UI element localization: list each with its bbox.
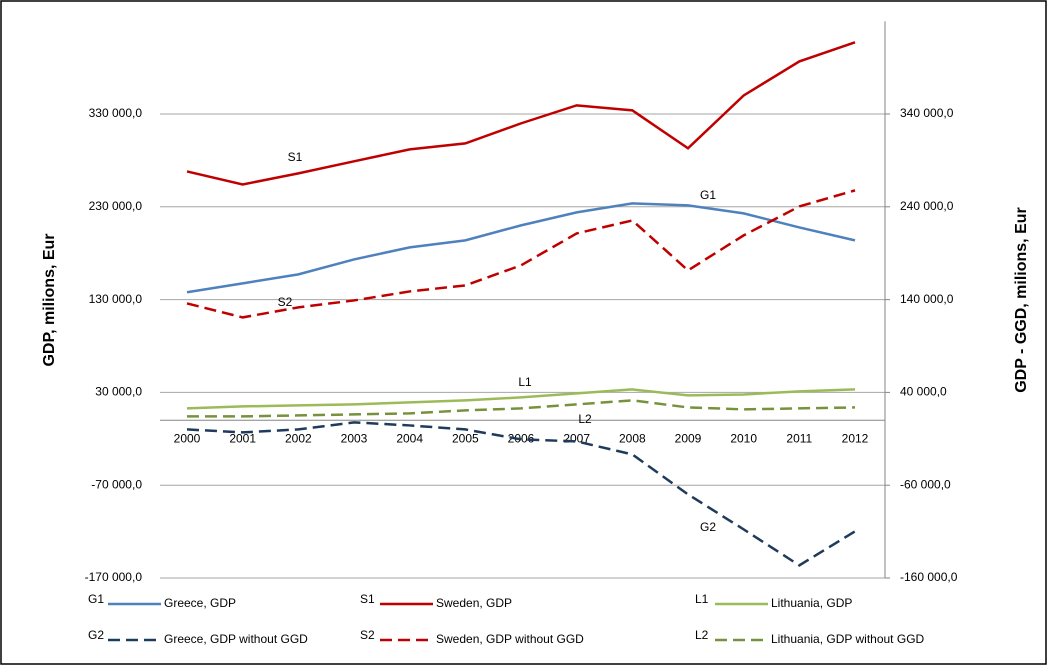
x-tick-label: 2001 — [229, 431, 256, 445]
y2-tick-label: 240 000,0 — [900, 199, 954, 213]
series-line — [186, 421, 856, 567]
y2-tick-label: 40 000,0 — [900, 385, 947, 399]
y-tick-label: 230 000,0 — [89, 199, 143, 213]
x-tick-label: 2012 — [842, 431, 869, 445]
x-tick-label: 2004 — [396, 431, 423, 445]
x-tick-label: 2002 — [285, 431, 312, 445]
y2-axis-title: GDP - GGD, milions, Eur — [1013, 207, 1030, 393]
legend-code: S1 — [360, 592, 375, 606]
legend-label: Sweden, GDP — [436, 596, 512, 610]
y2-tick-label: -160 000,0 — [900, 570, 958, 584]
y-axis-title: GDP, milions, Eur — [41, 233, 58, 366]
legend-code: G2 — [88, 628, 104, 642]
legend-label: Lithuania, GDP without GGD — [771, 632, 925, 646]
x-tick-label: 2003 — [341, 431, 368, 445]
y2-tick-label: 340 000,0 — [900, 106, 954, 120]
series-label: G1 — [700, 188, 716, 202]
x-tick-label: 2008 — [619, 431, 646, 445]
legend-code: L2 — [695, 628, 709, 642]
series-line — [186, 388, 856, 410]
legend-code: L1 — [695, 592, 709, 606]
x-tick-label: 2011 — [786, 431, 812, 445]
series-label: G2 — [700, 520, 716, 534]
series-line — [186, 41, 856, 186]
x-tick-label: 2009 — [675, 431, 702, 445]
x-tick-label: 2000 — [174, 431, 201, 445]
y2-tick-label: -60 000,0 — [900, 477, 951, 491]
legend-code: S2 — [360, 628, 375, 642]
y-tick-label: -70 000,0 — [91, 477, 142, 491]
legend-code: G1 — [88, 592, 104, 606]
x-tick-label: 2005 — [452, 431, 479, 445]
x-tick-label: 2010 — [730, 431, 757, 445]
legend-label: Lithuania, GDP — [771, 596, 852, 610]
legend-label: Sweden, GDP without GGD — [436, 632, 584, 646]
series-label: S1 — [288, 150, 303, 164]
series-label: L1 — [518, 375, 532, 389]
series-label: S2 — [278, 295, 293, 309]
series-line — [187, 399, 856, 418]
y-tick-label: 30 000,0 — [95, 385, 142, 399]
series-line — [186, 202, 856, 294]
y2-tick-label: 140 000,0 — [900, 292, 954, 306]
series-label: L2 — [578, 412, 592, 426]
legend-label: Greece, GDP — [164, 596, 236, 610]
y-tick-label: 130 000,0 — [89, 292, 143, 306]
y-tick-label: 330 000,0 — [89, 106, 143, 120]
series-line — [186, 189, 856, 319]
y-tick-label: -170 000,0 — [85, 570, 143, 584]
legend-label: Greece, GDP without GGD — [164, 632, 308, 646]
